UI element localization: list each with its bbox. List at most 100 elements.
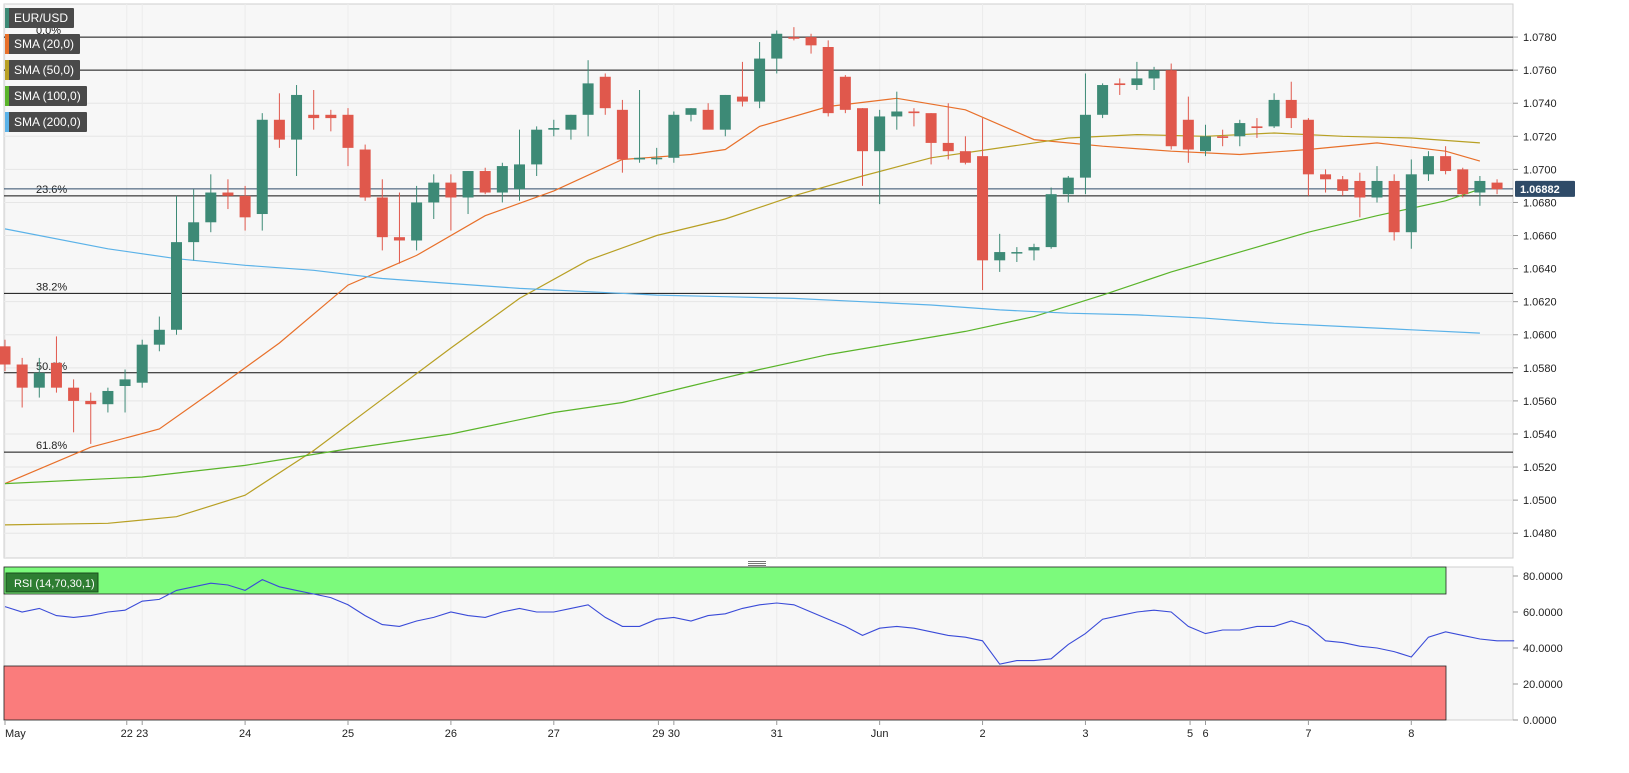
y-tick-label: 40.0000 [1523, 643, 1563, 655]
legend-label: EUR/USD [14, 11, 69, 25]
candle-body [839, 76, 851, 110]
candle-body [1251, 126, 1263, 129]
rsi-overbought-band [3, 566, 1447, 595]
candle-body [599, 76, 611, 109]
y-tick-label: 1.0540 [1523, 429, 1557, 441]
x-tick-label: 3 [1082, 728, 1088, 740]
rsi-title-box [5, 572, 99, 593]
candle-body [171, 242, 182, 330]
legend-item-sma50[interactable]: SMA (50,0) [5, 60, 81, 80]
legend-label: SMA (20,0) [14, 37, 75, 51]
y-tick-label: 60.0000 [1523, 607, 1563, 619]
fib-label: 61.8% [36, 440, 67, 452]
candle-body [33, 372, 45, 388]
x-tick-label: 7 [1305, 728, 1311, 740]
x-tick-label: 26 [445, 728, 457, 740]
candle-body [16, 364, 28, 388]
y-tick-label: 1.0480 [1523, 528, 1557, 540]
sma-line [4, 228, 1480, 334]
candle-body [153, 329, 165, 345]
legend-swatch [5, 8, 9, 28]
candle-body [891, 111, 903, 117]
x-tick-label: 23 [136, 728, 148, 740]
x-tick-label: 5 [1187, 728, 1193, 740]
candle-body [222, 192, 234, 196]
candle-body [1320, 174, 1332, 180]
candle-body [959, 151, 971, 163]
pane-resize-handle[interactable] [748, 561, 766, 567]
legend-item-sma100[interactable]: SMA (100,0) [5, 86, 87, 106]
candle-body [514, 164, 525, 190]
candle-body [1388, 180, 1400, 233]
legend-item-sma200[interactable]: SMA (200,0) [5, 112, 87, 132]
candle-body [1114, 83, 1126, 86]
x-tick-label: 29 [652, 728, 664, 740]
candle-body [994, 252, 1006, 261]
candle-body [736, 96, 748, 102]
y-tick-label: 0.0000 [1523, 715, 1557, 727]
candle-body [411, 202, 423, 241]
y-tick-label: 1.0780 [1523, 32, 1557, 44]
candle-body [119, 379, 131, 387]
fib-label: 38.2% [36, 281, 67, 293]
candle-body [668, 114, 680, 158]
candle-body [531, 129, 543, 165]
x-tick-label: May [5, 728, 26, 740]
candle-body [50, 362, 62, 388]
candle-body [85, 400, 97, 405]
candle-body [548, 128, 560, 130]
rsi-oversold-band [3, 665, 1447, 721]
x-tick-label: 31 [771, 728, 783, 740]
candle-body [102, 390, 114, 405]
candle-body [857, 108, 868, 152]
candle-body [582, 83, 594, 115]
candle-body [1457, 169, 1469, 195]
candle-body [1062, 177, 1074, 195]
candle-body [1422, 156, 1434, 175]
y-tick-label: 20.0000 [1523, 679, 1563, 691]
legend-item-sma20[interactable]: SMA (20,0) [5, 34, 81, 54]
legend-item-eurusd[interactable]: EUR/USD [5, 8, 75, 28]
y-tick-label: 1.0700 [1523, 164, 1557, 176]
y-tick-label: 1.0740 [1523, 98, 1557, 110]
candle-body [376, 197, 388, 238]
sma-line [4, 97, 1481, 485]
candle-body [325, 114, 337, 119]
candle-body [702, 109, 714, 130]
candle-body [1045, 194, 1057, 248]
candle-body [1474, 180, 1486, 193]
candle-body [205, 192, 217, 223]
rsi-line [4, 578, 1515, 665]
legend-swatch [5, 86, 9, 106]
candle-body [308, 114, 320, 119]
candle-body [1165, 70, 1177, 147]
candle-body [188, 222, 200, 243]
fib-label: 23.6% [36, 184, 67, 196]
candle-body [462, 171, 474, 198]
candle-body [291, 94, 303, 140]
legend-swatch [5, 112, 9, 132]
y-tick-label: 1.0760 [1523, 65, 1557, 77]
candle-body [1097, 85, 1109, 115]
candle-body [342, 114, 354, 148]
legend-label: SMA (100,0) [14, 89, 81, 103]
candle-body [977, 156, 989, 261]
y-tick-label: 1.0620 [1523, 297, 1557, 309]
x-tick-label: 22 [121, 728, 133, 740]
candle-body [1011, 252, 1023, 254]
candle-body [273, 119, 285, 140]
candle-body [239, 195, 251, 218]
candle-body [496, 166, 508, 193]
legend-label: SMA (200,0) [14, 115, 81, 129]
candle-body [1302, 119, 1314, 175]
candle-body [1079, 114, 1091, 178]
x-tick-label: 24 [239, 728, 251, 740]
legend-swatch [5, 60, 9, 80]
y-tick-label: 1.0680 [1523, 197, 1557, 209]
candle-body [428, 182, 440, 203]
sma-line [4, 188, 1481, 485]
candle-body [1234, 123, 1246, 137]
candle-body [479, 171, 491, 193]
candle-body [1028, 247, 1040, 251]
